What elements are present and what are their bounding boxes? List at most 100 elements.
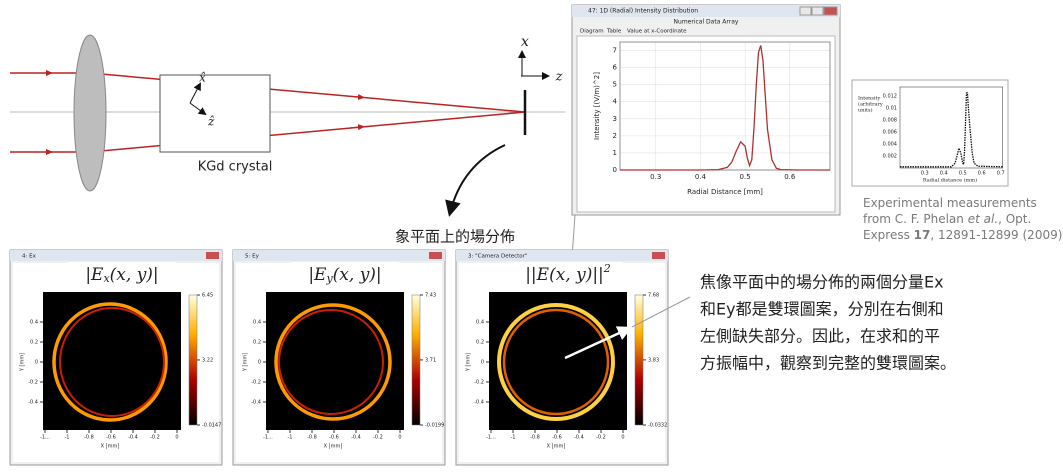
ring [52, 302, 168, 422]
ring [59, 307, 165, 417]
x-tick-label: -0.6 [106, 435, 116, 441]
annotation: 焦像平面中的場分佈的兩個分量Ex 和Ey都是雙環圖案，分別在右側和左側缺失部分。因… [564, 273, 956, 373]
field-label: |Ey(x, y)| [308, 265, 381, 286]
field-window: 5: Ey 0.4 0.2 0 -0.2 -0.4 -1... -1 -0.8 -0.6 -0.4 -… [232, 249, 446, 466]
caption-part: , Opt. [998, 212, 1031, 226]
y-tick-label: 0.2 [30, 340, 38, 346]
close-button[interactable] [823, 6, 838, 16]
label-part: (x, y)| [110, 265, 159, 285]
tab[interactable]: Table [606, 29, 622, 35]
y-tick-label: -0.4 [251, 400, 261, 406]
y-axis-label: Y [mm] [243, 353, 249, 372]
field-image [266, 292, 404, 430]
y-tick-label: 0.4 [253, 320, 261, 326]
y-tick-label: 4 [613, 98, 618, 106]
ring [502, 308, 610, 416]
window-button[interactable] [799, 6, 812, 16]
colorbar-tick-label: 7.43 [425, 293, 436, 299]
x-tick-label: -0.8 [84, 435, 94, 441]
y-tick-label: 0 [613, 166, 617, 174]
label-part: x [103, 272, 110, 285]
colorbar-tick-label: 7.68 [648, 293, 659, 299]
y-tick-label: 6 [613, 64, 618, 72]
y-axis-label: (arbitrary [858, 101, 883, 108]
y-axis-label: units) [858, 107, 873, 114]
x-tick-label: 0.3 [921, 171, 929, 177]
x-tick-label: -1 [511, 435, 516, 441]
lens [73, 34, 107, 192]
x-tick-label: -0.6 [329, 435, 339, 441]
tab[interactable]: Value at x-Coordinate [627, 29, 687, 35]
ring [278, 309, 384, 415]
x-tick-label: 0.5 [740, 173, 751, 181]
x-tick-label: 0.5 [959, 171, 967, 177]
tab[interactable]: Diagram [580, 29, 604, 35]
title-bar [10, 250, 222, 261]
window-title: 4: Ex [22, 254, 37, 260]
x-axis-label: X [mm] [324, 444, 343, 450]
ring [497, 303, 615, 421]
axis-label: z [555, 70, 563, 85]
y-axis-label: Intensity [(V/m)^2] [593, 72, 601, 140]
crystal [159, 74, 271, 153]
x-tick-label: 0.4 [940, 171, 948, 177]
close-button[interactable] [652, 252, 665, 259]
y-axis-label: Y [mm] [20, 353, 26, 372]
label-part: |E [308, 265, 327, 285]
x-axis-label: X [mm] [547, 444, 566, 450]
close-button[interactable] [429, 252, 442, 259]
y-tick-label: 0.01 [886, 106, 897, 112]
title-bar [572, 5, 840, 17]
x-tick-label: 0 [621, 435, 624, 441]
y-tick-label: 0.2 [253, 340, 261, 346]
caption-part: 17 [914, 228, 931, 242]
colorbar-tick-label: -0.0199 [425, 423, 444, 429]
axis-label: x̂ [199, 71, 206, 85]
colorbar [411, 294, 421, 426]
y-tick-label: -0.4 [474, 400, 484, 406]
y-tick-label: 0.4 [476, 320, 484, 326]
y-tick-label: -0.2 [251, 380, 261, 386]
axis-arrow [189, 102, 207, 116]
x-tick-label: 0.4 [695, 173, 707, 181]
x-tick-label: -1 [65, 435, 70, 441]
colorbar-tick-label: 3.22 [202, 357, 213, 363]
annotation-line: 和Ey都是雙環圖案，分別在右側和 [700, 300, 944, 319]
y-tick-label: 0.008 [883, 118, 897, 124]
x-tick-label: -0.6 [552, 435, 562, 441]
colorbar-tick-label: 3.71 [425, 357, 436, 363]
y-tick-label: -0.4 [28, 400, 38, 406]
x-tick-label: 0 [398, 435, 401, 441]
x-tick-label: 0 [175, 435, 178, 441]
label-part: ||E(x, y)|| [525, 265, 604, 285]
caption-line: Express 17, 12891-12899 (2009) [863, 228, 1062, 242]
label-part: |E [85, 265, 104, 285]
close-button[interactable] [206, 252, 219, 259]
window-button[interactable] [811, 6, 824, 16]
colorbar-tick-label: -0.0147 [202, 423, 221, 429]
subtitle: Numerical Data Array [674, 19, 739, 26]
plot-panel [576, 35, 836, 213]
label-part: (x, y)| [333, 265, 382, 285]
window-title: 3: "Camera Detector" [468, 254, 527, 260]
colorbar-tick-label: -0.0332 [648, 423, 667, 429]
annotation-line: 焦像平面中的場分佈的兩個分量Ex [700, 273, 944, 292]
y-tick-label: 0 [258, 360, 261, 366]
title-bar [233, 250, 445, 261]
label-box [68, 262, 176, 288]
axis-label: ẑ [207, 115, 215, 129]
y-tick-label: 0.002 [883, 154, 897, 160]
label-box [514, 262, 622, 288]
x-tick-label: -0.8 [307, 435, 317, 441]
caption-part: , 12891-12899 (2009) [930, 228, 1062, 242]
x-tick-label: -1... [263, 435, 273, 441]
x-tick-label: -0.2 [150, 435, 160, 441]
label-part: y [325, 272, 333, 285]
crystal-label: KGd crystal [198, 160, 273, 175]
x-tick-label: -1 [288, 435, 293, 441]
image-plane-label: 象平面上的場分佈 [395, 228, 515, 246]
y-tick-label: 5 [613, 81, 617, 89]
caption-part: Experimental measurements [863, 196, 1037, 210]
field-label: |Ex(x, y)| [85, 265, 158, 286]
